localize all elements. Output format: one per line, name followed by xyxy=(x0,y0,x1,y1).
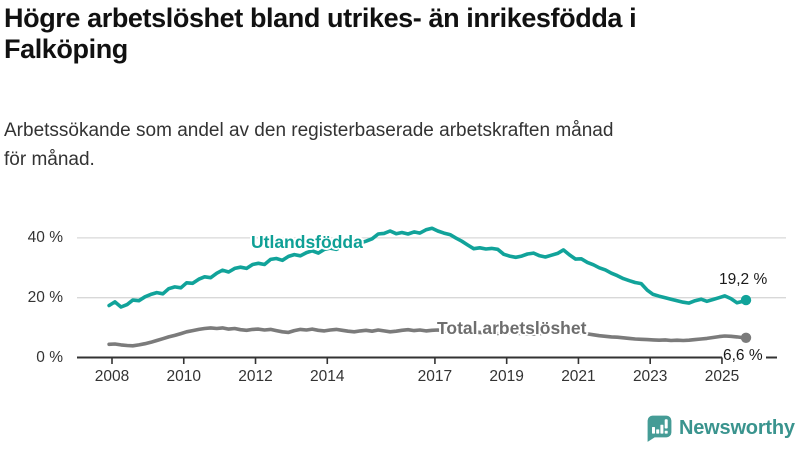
x-axis-label-2023: 2023 xyxy=(632,368,668,385)
logo-exclamation-dot xyxy=(664,430,668,434)
x-axis-label-2010: 2010 xyxy=(166,368,201,385)
series-label-utlandsfodda: Utlandsfödda xyxy=(251,232,363,252)
page-subtitle-line-2: för månad. xyxy=(4,149,95,170)
series-line-1 xyxy=(107,326,748,348)
x-axis-label-2012: 2012 xyxy=(238,368,273,385)
logo-exclamation-bar xyxy=(664,419,668,429)
y-axis-label-40: 40 % xyxy=(27,228,63,246)
series-line-0 xyxy=(107,226,748,309)
y-axis-label-0: 0 % xyxy=(36,348,63,366)
x-axis-label-2014: 2014 xyxy=(310,368,345,385)
x-axis-label-2019: 2019 xyxy=(489,368,524,385)
end-value-label-utlandsfodda: 19,2 % xyxy=(719,271,768,288)
newsworthy-brand-name: Newsworthy xyxy=(679,417,795,439)
newsworthy-logo-icon xyxy=(647,415,672,442)
page-title-line-2: Falköping xyxy=(4,34,128,64)
y-axis-label-20: 20 % xyxy=(27,288,63,306)
page-subtitle-line-1: Arbetssökande som andel av den registerb… xyxy=(4,120,614,141)
page-subtitle: Arbetssökande som andel av den registerb… xyxy=(4,116,613,174)
x-axis-label-2008: 2008 xyxy=(94,368,130,385)
page-title: Högre arbetslöshet bland utrikes- än inr… xyxy=(4,3,637,65)
series-end-dot-1 xyxy=(740,332,752,343)
logo-bar-chart-glyph xyxy=(652,419,668,434)
series-label-total-arbetsloshet: Total arbetslöshet xyxy=(437,318,587,338)
x-axis-label-2021: 2021 xyxy=(561,368,596,385)
x-axis-label-2017: 2017 xyxy=(417,368,453,385)
page-title-line-1: Högre arbetslöshet bland utrikes- än inr… xyxy=(4,3,637,33)
series-end-dot-0 xyxy=(740,294,752,306)
end-value-label-total-arbetsloshet: 6,6 % xyxy=(723,347,763,364)
newsworthy-brand-link[interactable]: Newsworthy xyxy=(645,415,795,442)
x-axis-label-2025: 2025 xyxy=(704,368,740,385)
